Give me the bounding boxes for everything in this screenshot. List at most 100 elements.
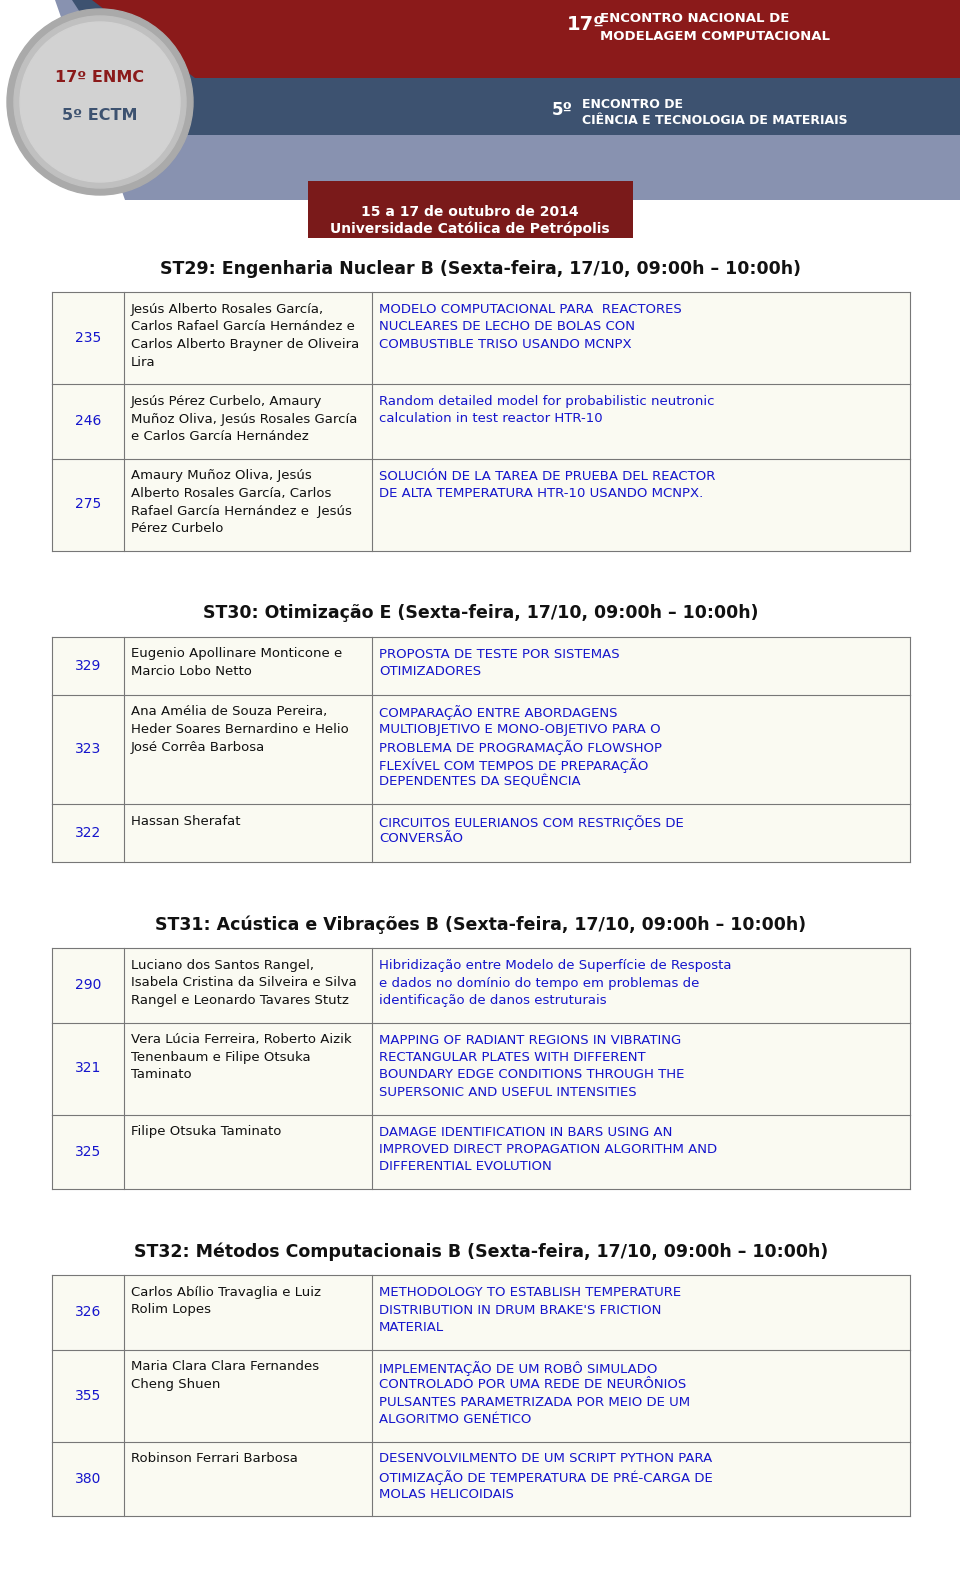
Text: PROPOSTA DE TESTE POR SISTEMAS: PROPOSTA DE TESTE POR SISTEMAS (379, 648, 619, 661)
Text: Isabela Cristina da Silveira e Silva: Isabela Cristina da Silveira e Silva (131, 976, 357, 989)
Text: NUCLEARES DE LECHO DE BOLAS CON: NUCLEARES DE LECHO DE BOLAS CON (379, 320, 635, 333)
Text: PROBLEMA DE PROGRAMAÇÃO FLOWSHOP: PROBLEMA DE PROGRAMAÇÃO FLOWSHOP (379, 740, 662, 756)
FancyBboxPatch shape (52, 1441, 910, 1515)
FancyBboxPatch shape (52, 384, 910, 458)
Circle shape (7, 10, 193, 195)
Text: 15 a 17 de outubro de 2014: 15 a 17 de outubro de 2014 (361, 204, 579, 219)
Text: ST30: Otimização E (Sexta-feira, 17/10, 09:00h – 10:00h): ST30: Otimização E (Sexta-feira, 17/10, … (204, 604, 758, 623)
Text: COMPARAÇÃO ENTRE ABORDAGENS: COMPARAÇÃO ENTRE ABORDAGENS (379, 705, 617, 721)
Text: MATERIAL: MATERIAL (379, 1320, 444, 1335)
Text: Eugenio Apollinare Monticone e: Eugenio Apollinare Monticone e (131, 648, 343, 661)
Text: MAPPING OF RADIANT REGIONS IN VIBRATING: MAPPING OF RADIANT REGIONS IN VIBRATING (379, 1033, 682, 1046)
Text: 325: 325 (75, 1144, 101, 1159)
Text: Marcio Lobo Netto: Marcio Lobo Netto (131, 666, 252, 678)
Text: CIÊNCIA E TECNOLOGIA DE MATERIAIS: CIÊNCIA E TECNOLOGIA DE MATERIAIS (582, 114, 848, 127)
Text: DE ALTA TEMPERATURA HTR-10 USANDO MCNPX.: DE ALTA TEMPERATURA HTR-10 USANDO MCNPX. (379, 487, 704, 499)
Text: 17º: 17º (567, 16, 605, 35)
Text: e Carlos García Hernández: e Carlos García Hernández (131, 430, 309, 442)
Polygon shape (55, 0, 960, 200)
Text: Hibridização entre Modelo de Superfície de Resposta: Hibridização entre Modelo de Superfície … (379, 959, 732, 972)
Text: OTIMIZAÇÃO DE TEMPERATURA DE PRÉ-CARGA DE: OTIMIZAÇÃO DE TEMPERATURA DE PRÉ-CARGA D… (379, 1469, 712, 1485)
Polygon shape (92, 0, 960, 78)
Circle shape (14, 16, 186, 189)
Text: PULSANTES PARAMETRIZADA POR MEIO DE UM: PULSANTES PARAMETRIZADA POR MEIO DE UM (379, 1395, 690, 1409)
Text: Carlos Rafael García Hernández e: Carlos Rafael García Hernández e (131, 320, 355, 333)
Text: IMPROVED DIRECT PROPAGATION ALGORITHM AND: IMPROVED DIRECT PROPAGATION ALGORITHM AN… (379, 1143, 717, 1155)
Text: FLEXÍVEL COM TEMPOS DE PREPARAÇÃO: FLEXÍVEL COM TEMPOS DE PREPARAÇÃO (379, 758, 648, 773)
Text: Pérez Curbelo: Pérez Curbelo (131, 521, 224, 536)
Text: ST32: Métodos Computacionais B (Sexta-feira, 17/10, 09:00h – 10:00h): ST32: Métodos Computacionais B (Sexta-fe… (133, 1243, 828, 1262)
Text: 323: 323 (75, 742, 101, 756)
Text: Maria Clara Clara Fernandes: Maria Clara Clara Fernandes (131, 1360, 319, 1374)
Text: Filipe Otsuka Taminato: Filipe Otsuka Taminato (131, 1125, 281, 1138)
Text: OTIMIZADORES: OTIMIZADORES (379, 666, 481, 678)
Text: DESENVOLVILMENTO DE UM SCRIPT PYTHON PARA: DESENVOLVILMENTO DE UM SCRIPT PYTHON PAR… (379, 1452, 712, 1466)
Text: Heder Soares Bernardino e Helio: Heder Soares Bernardino e Helio (131, 723, 348, 735)
FancyBboxPatch shape (52, 804, 910, 862)
Text: e dados no domínio do tempo em problemas de: e dados no domínio do tempo em problemas… (379, 976, 700, 989)
Circle shape (20, 22, 180, 182)
FancyBboxPatch shape (52, 1022, 910, 1114)
Text: BOUNDARY EDGE CONDITIONS THROUGH THE: BOUNDARY EDGE CONDITIONS THROUGH THE (379, 1068, 684, 1081)
Text: Luciano dos Santos Rangel,: Luciano dos Santos Rangel, (131, 959, 314, 972)
Text: SUPERSONIC AND USEFUL INTENSITIES: SUPERSONIC AND USEFUL INTENSITIES (379, 1086, 636, 1098)
Text: 235: 235 (75, 331, 101, 346)
Text: Universidade Católica de Petrópolis: Universidade Católica de Petrópolis (330, 222, 610, 236)
FancyBboxPatch shape (52, 1274, 910, 1349)
Text: ALGORITMO GENÉTICO: ALGORITMO GENÉTICO (379, 1412, 532, 1427)
Text: 329: 329 (75, 658, 101, 672)
Text: DIFFERENTIAL EVOLUTION: DIFFERENTIAL EVOLUTION (379, 1160, 552, 1173)
Text: Carlos Abílio Travaglia e Luiz: Carlos Abílio Travaglia e Luiz (131, 1285, 321, 1300)
Text: CONVERSÃO: CONVERSÃO (379, 832, 463, 845)
Text: Jesús Pérez Curbelo, Amaury: Jesús Pérez Curbelo, Amaury (131, 395, 323, 407)
Text: 326: 326 (75, 1306, 101, 1319)
Text: 322: 322 (75, 826, 101, 840)
Text: 290: 290 (75, 978, 101, 992)
Text: METHODOLOGY TO ESTABLISH TEMPERATURE: METHODOLOGY TO ESTABLISH TEMPERATURE (379, 1285, 682, 1300)
Text: Hassan Sherafat: Hassan Sherafat (131, 815, 241, 827)
Text: 321: 321 (75, 1062, 101, 1076)
Text: 5º: 5º (552, 101, 573, 119)
Text: 380: 380 (75, 1472, 101, 1485)
Text: 275: 275 (75, 498, 101, 512)
FancyBboxPatch shape (308, 181, 633, 238)
Text: Rangel e Leonardo Tavares Stutz: Rangel e Leonardo Tavares Stutz (131, 994, 348, 1006)
FancyBboxPatch shape (52, 948, 910, 1022)
Text: RECTANGULAR PLATES WITH DIFFERENT: RECTANGULAR PLATES WITH DIFFERENT (379, 1051, 646, 1064)
Text: Robinson Ferrari Barbosa: Robinson Ferrari Barbosa (131, 1452, 298, 1466)
Text: DEPENDENTES DA SEQUÊNCIA: DEPENDENTES DA SEQUÊNCIA (379, 775, 581, 788)
FancyBboxPatch shape (52, 1349, 910, 1441)
Text: MULTIOBJETIVO E MONO-OBJETIVO PARA O: MULTIOBJETIVO E MONO-OBJETIVO PARA O (379, 723, 660, 735)
Text: MOLAS HELICOIDAIS: MOLAS HELICOIDAIS (379, 1487, 514, 1501)
Text: Random detailed model for probabilistic neutronic: Random detailed model for probabilistic … (379, 395, 714, 407)
Text: Cheng Shuen: Cheng Shuen (131, 1377, 221, 1392)
Text: CONTROLADO POR UMA REDE DE NEURÔNIOS: CONTROLADO POR UMA REDE DE NEURÔNIOS (379, 1377, 686, 1392)
Text: CIRCUITOS EULERIANOS COM RESTRIÇÕES DE: CIRCUITOS EULERIANOS COM RESTRIÇÕES DE (379, 815, 684, 831)
Text: MODELAGEM COMPUTACIONAL: MODELAGEM COMPUTACIONAL (600, 30, 830, 43)
Text: COMBUSTIBLE TRISO USANDO MCNPX: COMBUSTIBLE TRISO USANDO MCNPX (379, 338, 632, 350)
Text: 17º ENMC: 17º ENMC (56, 70, 145, 86)
Text: Jesús Alberto Rosales García,: Jesús Alberto Rosales García, (131, 303, 324, 315)
Text: Carlos Alberto Brayner de Oliveira: Carlos Alberto Brayner de Oliveira (131, 338, 359, 350)
Polygon shape (72, 0, 960, 135)
Text: 246: 246 (75, 414, 101, 428)
Text: Alberto Rosales García, Carlos: Alberto Rosales García, Carlos (131, 487, 331, 499)
Text: identificação de danos estruturais: identificação de danos estruturais (379, 994, 607, 1006)
FancyBboxPatch shape (52, 637, 910, 694)
FancyBboxPatch shape (52, 292, 910, 384)
Text: ST29: Engenharia Nuclear B (Sexta-feira, 17/10, 09:00h – 10:00h): ST29: Engenharia Nuclear B (Sexta-feira,… (160, 260, 802, 277)
Text: calculation in test reactor HTR-10: calculation in test reactor HTR-10 (379, 412, 603, 425)
Text: DAMAGE IDENTIFICATION IN BARS USING AN: DAMAGE IDENTIFICATION IN BARS USING AN (379, 1125, 672, 1138)
Text: Vera Lúcia Ferreira, Roberto Aizik: Vera Lúcia Ferreira, Roberto Aizik (131, 1033, 351, 1046)
Text: Taminato: Taminato (131, 1068, 192, 1081)
Text: SOLUCIÓN DE LA TAREA DE PRUEBA DEL REACTOR: SOLUCIÓN DE LA TAREA DE PRUEBA DEL REACT… (379, 469, 715, 482)
FancyBboxPatch shape (52, 694, 910, 804)
Text: Muñoz Oliva, Jesús Rosales García: Muñoz Oliva, Jesús Rosales García (131, 412, 357, 425)
Text: José Corrêa Barbosa: José Corrêa Barbosa (131, 740, 265, 753)
Text: DISTRIBUTION IN DRUM BRAKE'S FRICTION: DISTRIBUTION IN DRUM BRAKE'S FRICTION (379, 1303, 661, 1317)
Text: Lira: Lira (131, 355, 156, 368)
FancyBboxPatch shape (52, 1114, 910, 1189)
Text: Tenenbaum e Filipe Otsuka: Tenenbaum e Filipe Otsuka (131, 1051, 311, 1064)
Text: Rafael García Hernández e  Jesús: Rafael García Hernández e Jesús (131, 504, 352, 517)
Text: 355: 355 (75, 1388, 101, 1403)
